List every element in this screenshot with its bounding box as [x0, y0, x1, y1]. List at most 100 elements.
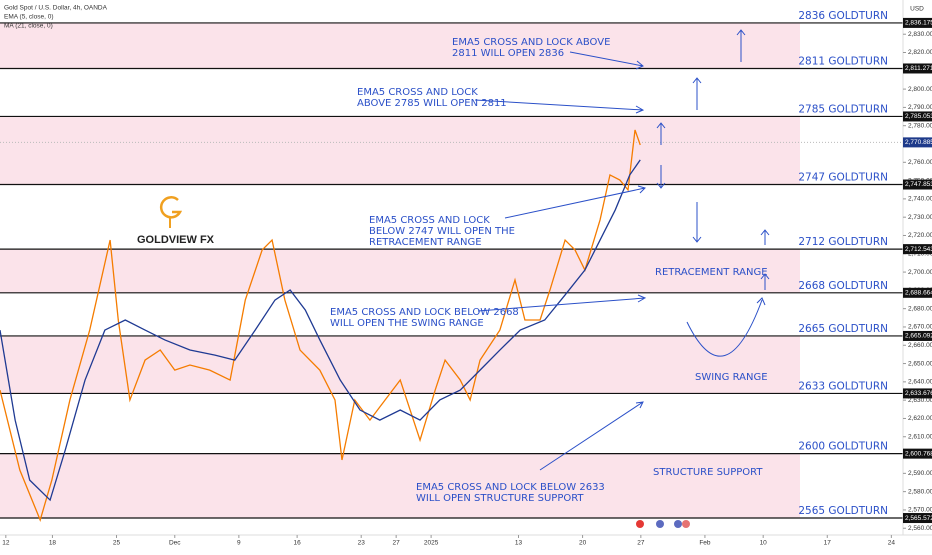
- x-tick-label: 23: [358, 540, 366, 547]
- y-tick-label: 2,570.000: [908, 507, 932, 514]
- level-name: 2565 GOLDTURN: [798, 505, 888, 517]
- x-tick-label: 10: [760, 540, 768, 547]
- x-tick-label: 9: [237, 540, 241, 547]
- bands: [0, 22, 800, 519]
- y-tick-label: 2,780.000: [908, 122, 932, 129]
- series-line: [0, 159, 641, 502]
- level-name: 2633 GOLDTURN: [798, 380, 888, 392]
- level-name: 2811 GOLDTURN: [798, 55, 888, 67]
- y-tick-label: 2,580.000: [908, 488, 932, 495]
- arrow: [656, 165, 666, 189]
- zone-band: [0, 116, 800, 185]
- annotation: 2811 WILL OPEN 2836: [452, 48, 564, 59]
- price-tag-label: 2,747.853: [905, 181, 932, 188]
- level-name: 2836 GOLDTURN: [798, 10, 888, 22]
- price-tag: [903, 63, 932, 74]
- logo-text: GOLDVIEW FX: [137, 234, 215, 246]
- logo-icon: [159, 196, 183, 219]
- event-icon: [674, 520, 682, 528]
- zone-label: STRUCTURE SUPPORT: [653, 467, 763, 478]
- x-tick-label: Feb: [699, 540, 711, 547]
- zone-band: [0, 22, 800, 69]
- level-name: 2600 GOLDTURN: [798, 441, 888, 453]
- x-tick-label: 27: [393, 540, 401, 547]
- zone-label: SWING RANGE: [695, 372, 768, 383]
- event-icon: [656, 520, 664, 528]
- event-icon: [636, 520, 644, 528]
- x-tick-label: 24: [888, 540, 896, 547]
- price-tag-label: 2,565.572: [905, 515, 932, 522]
- y-tick-label: 2,660.000: [908, 342, 932, 349]
- chart-title: Gold Spot / U.S. Dollar, 4h, OANDA: [4, 5, 108, 12]
- legend-entry: EMA (5, close, 0): [4, 14, 54, 21]
- y-tick-label: 2,700.000: [908, 269, 932, 276]
- y-tick-label: 2,640.000: [908, 379, 932, 386]
- x-tick-label: 17: [824, 540, 832, 547]
- zone-band: [0, 453, 800, 519]
- price-tag-label: 2,600.768: [905, 450, 932, 457]
- price-tag-label: 2,633.676: [905, 390, 932, 397]
- price-tag-label: 2,785.053: [905, 113, 932, 120]
- price-tag: [903, 330, 932, 341]
- arrow: [692, 202, 702, 243]
- x-tick-label: 25: [113, 540, 121, 547]
- x-tick-label: 12: [2, 540, 10, 547]
- price-tag: [903, 448, 932, 459]
- price-tag-label: 2,770.885: [905, 139, 932, 146]
- y-tick-label: 2,800.000: [908, 86, 932, 93]
- y-tick-label: 2,760.000: [908, 159, 932, 166]
- level-name: 2747 GOLDTURN: [798, 172, 888, 184]
- annotation: WILL OPEN STRUCTURE SUPPORT: [416, 493, 584, 504]
- x-tick-label: 2025: [424, 540, 439, 547]
- annotation: EMA5 CROSS AND LOCK ABOVE: [452, 37, 610, 48]
- series-line: [0, 129, 641, 522]
- price-tag-label: 2,811.271: [905, 65, 932, 72]
- price-tag: [903, 137, 932, 148]
- logo: GOLDVIEW FX: [137, 196, 215, 246]
- event-icons: [636, 520, 690, 528]
- price-tag: [903, 287, 932, 298]
- arrows: [474, 29, 770, 471]
- y-tick-label: 2,620.000: [908, 415, 932, 422]
- currency: USD: [910, 6, 924, 13]
- zone-band: [0, 249, 800, 293]
- y-tick-label: 2,630.000: [908, 397, 932, 404]
- arrow: [539, 401, 644, 471]
- level-name: 2712 GOLDTURN: [798, 236, 888, 248]
- y-tick-label: 2,740.000: [908, 196, 932, 203]
- annotation: BELOW 2747 WILL OPEN THE: [369, 226, 515, 237]
- y-tick-label: 2,650.000: [908, 360, 932, 367]
- arrow: [686, 297, 766, 357]
- price-tag: [903, 17, 932, 28]
- annotation: EMA5 CROSS AND LOCK BELOW 2633: [416, 482, 605, 493]
- price-tag: [903, 244, 932, 255]
- level-name: 2665 GOLDTURN: [798, 323, 888, 335]
- y-tick-label: 2,560.000: [908, 525, 932, 532]
- zone-label: RETRACEMENT RANGE: [655, 267, 768, 278]
- arrow: [504, 185, 646, 219]
- y-tick-label: 2,680.000: [908, 305, 932, 312]
- annotation: WILL OPEN THE SWING RANGE: [330, 318, 484, 329]
- arrow: [477, 294, 647, 312]
- legend-entry: MA (21, close, 0): [4, 23, 53, 30]
- arrow: [736, 29, 746, 62]
- x-tick-label: 18: [49, 540, 57, 547]
- x-tick-label: Dec: [169, 540, 181, 547]
- y-tick-label: 2,610.000: [908, 433, 932, 440]
- price-tag-label: 2,836.175: [905, 20, 932, 27]
- arrow: [692, 77, 702, 110]
- y-tick-label: 2,590.000: [908, 470, 932, 477]
- zone-band: [0, 335, 800, 394]
- price-tag: [903, 513, 932, 524]
- y-tick-label: 2,730.000: [908, 214, 932, 221]
- y-tick-label: 2,820.000: [908, 49, 932, 56]
- price-tag-label: 2,665.092: [905, 333, 932, 340]
- y-tick-label: 2,830.000: [908, 31, 932, 38]
- event-icon: [682, 520, 690, 528]
- annotation: RETRACEMENT RANGE: [369, 237, 482, 248]
- x-tick-label: 27: [637, 540, 645, 547]
- annotation: EMA5 CROSS AND LOCK: [357, 87, 478, 98]
- price-tag: [903, 388, 932, 399]
- arrow: [760, 229, 770, 245]
